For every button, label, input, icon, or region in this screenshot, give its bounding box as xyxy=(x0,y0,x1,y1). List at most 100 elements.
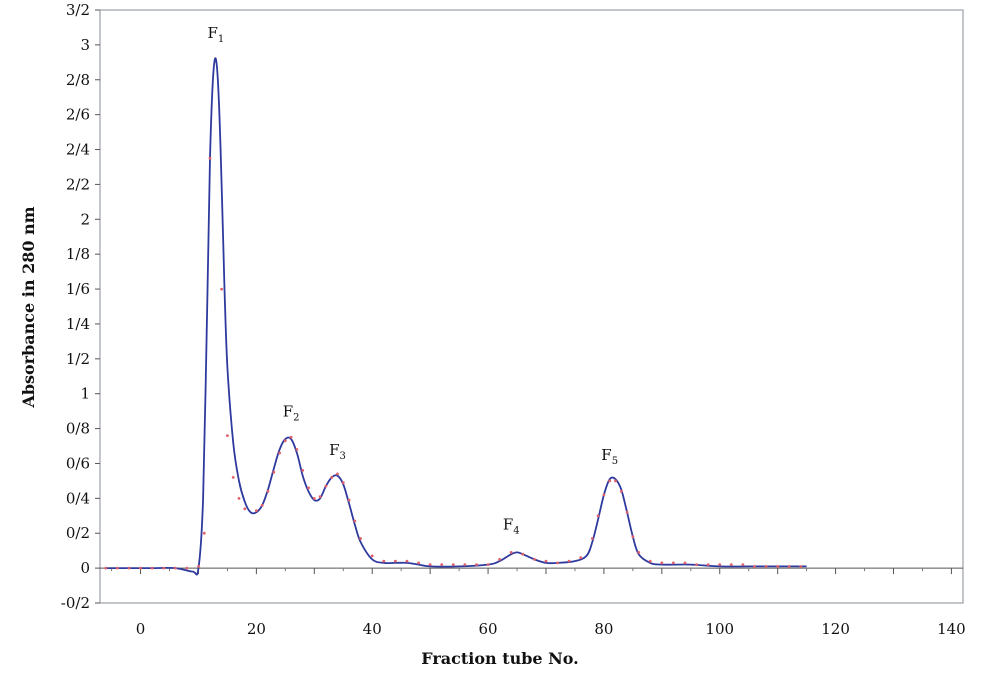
data-point xyxy=(208,156,212,160)
y-tick-label: 1/4 xyxy=(66,315,90,333)
x-tick-label: 0 xyxy=(136,620,146,638)
y-tick-label: 2/8 xyxy=(66,71,90,89)
x-tick-label: 20 xyxy=(247,620,266,638)
y-axis-title: Absorbance in 280 nm xyxy=(19,206,38,408)
data-point xyxy=(753,565,756,568)
data-point xyxy=(341,481,345,485)
data-point xyxy=(289,435,293,439)
x-tick-label: 60 xyxy=(479,620,498,638)
y-tick-label: 0/4 xyxy=(66,489,90,507)
data-point xyxy=(255,509,258,512)
absorbance-line xyxy=(105,57,807,576)
data-point xyxy=(596,514,600,518)
data-point xyxy=(237,497,241,500)
data-point xyxy=(672,561,675,565)
data-point xyxy=(787,565,791,568)
data-point xyxy=(637,551,641,554)
y-tick-label: 0/8 xyxy=(66,420,90,438)
data-point xyxy=(631,535,635,539)
data-point xyxy=(243,507,247,511)
data-point xyxy=(220,287,224,291)
y-tick-label: 0/2 xyxy=(66,524,90,542)
data-point xyxy=(197,565,200,568)
y-tick-label: 2/2 xyxy=(66,175,90,193)
data-point xyxy=(648,559,652,563)
data-point xyxy=(706,563,710,566)
y-tick-label: 1/8 xyxy=(66,245,90,263)
data-point xyxy=(498,558,501,561)
peak-label-f4: F4 xyxy=(503,516,520,537)
data-point xyxy=(370,554,374,558)
data-point xyxy=(625,510,629,514)
data-point xyxy=(729,563,733,566)
data-point xyxy=(660,561,664,565)
data-point xyxy=(567,559,571,563)
data-point xyxy=(608,479,612,483)
data-point xyxy=(150,566,154,570)
y-tick-label: 3 xyxy=(80,36,90,54)
data-point xyxy=(718,563,722,566)
y-tick-label: 0 xyxy=(80,559,90,577)
x-tick-label: 80 xyxy=(594,620,613,638)
data-point xyxy=(451,563,455,566)
data-point xyxy=(185,566,189,570)
data-point xyxy=(318,495,322,498)
data-point xyxy=(359,537,362,540)
data-point xyxy=(139,566,142,570)
y-tick-label: 3/2 xyxy=(66,1,90,19)
data-point xyxy=(330,476,334,479)
x-tick-label: 120 xyxy=(821,620,850,638)
y-axis: -0/2 0 0/2 0/4 0/6 0/8 1 1/2 1/4 1/6 1/8 2 2/2 2/4 2/6… xyxy=(61,1,100,612)
data-point xyxy=(382,559,386,563)
data-point xyxy=(295,448,299,451)
data-point xyxy=(556,561,559,565)
plot-border xyxy=(99,9,964,604)
peak-label-f1: F1 xyxy=(207,24,224,45)
data-point xyxy=(764,565,768,568)
y-tick-label: 2/4 xyxy=(66,141,90,159)
data-point xyxy=(602,493,606,497)
peak-labels: F1 F2 F3 F4 F5 xyxy=(207,24,618,537)
x-axis-title: Fraction tube No. xyxy=(421,649,579,668)
peak-label-f2: F2 xyxy=(283,402,300,423)
data-point xyxy=(394,559,397,563)
data-point xyxy=(231,476,235,479)
data-point xyxy=(486,563,490,566)
data-point xyxy=(307,486,310,490)
data-point xyxy=(619,490,623,493)
data-point xyxy=(127,566,131,570)
data-point xyxy=(417,561,420,565)
data-point xyxy=(272,470,276,474)
data-point xyxy=(509,551,513,554)
data-point xyxy=(544,559,548,563)
x-tick-label: 100 xyxy=(705,620,734,638)
data-point xyxy=(278,451,281,455)
data-point xyxy=(116,566,119,570)
data-point xyxy=(521,552,525,556)
data-point xyxy=(614,479,617,483)
y-tick-label: 1/6 xyxy=(66,280,90,298)
y-tick-label: 0/6 xyxy=(66,454,90,472)
data-point xyxy=(353,519,357,523)
data-point xyxy=(312,497,316,500)
data-point xyxy=(266,490,270,493)
data-point xyxy=(741,563,745,566)
peak-label-f5: F5 xyxy=(601,446,618,467)
x-axis: 0 20 40 60 80 100 120 140 xyxy=(111,568,966,638)
data-point xyxy=(347,498,351,502)
data-point xyxy=(260,503,264,507)
data-point xyxy=(202,531,206,535)
data-point xyxy=(695,563,698,566)
data-point xyxy=(324,484,328,488)
x-tick-label: 40 xyxy=(363,620,382,638)
data-point xyxy=(475,563,478,566)
series-group xyxy=(104,57,807,576)
y-tick-label: 1 xyxy=(80,385,90,403)
data-point xyxy=(440,563,444,566)
data-point xyxy=(428,563,432,566)
y-tick-label: 2/6 xyxy=(66,106,90,124)
peak-label-f3: F3 xyxy=(329,441,346,462)
data-point xyxy=(405,559,409,563)
